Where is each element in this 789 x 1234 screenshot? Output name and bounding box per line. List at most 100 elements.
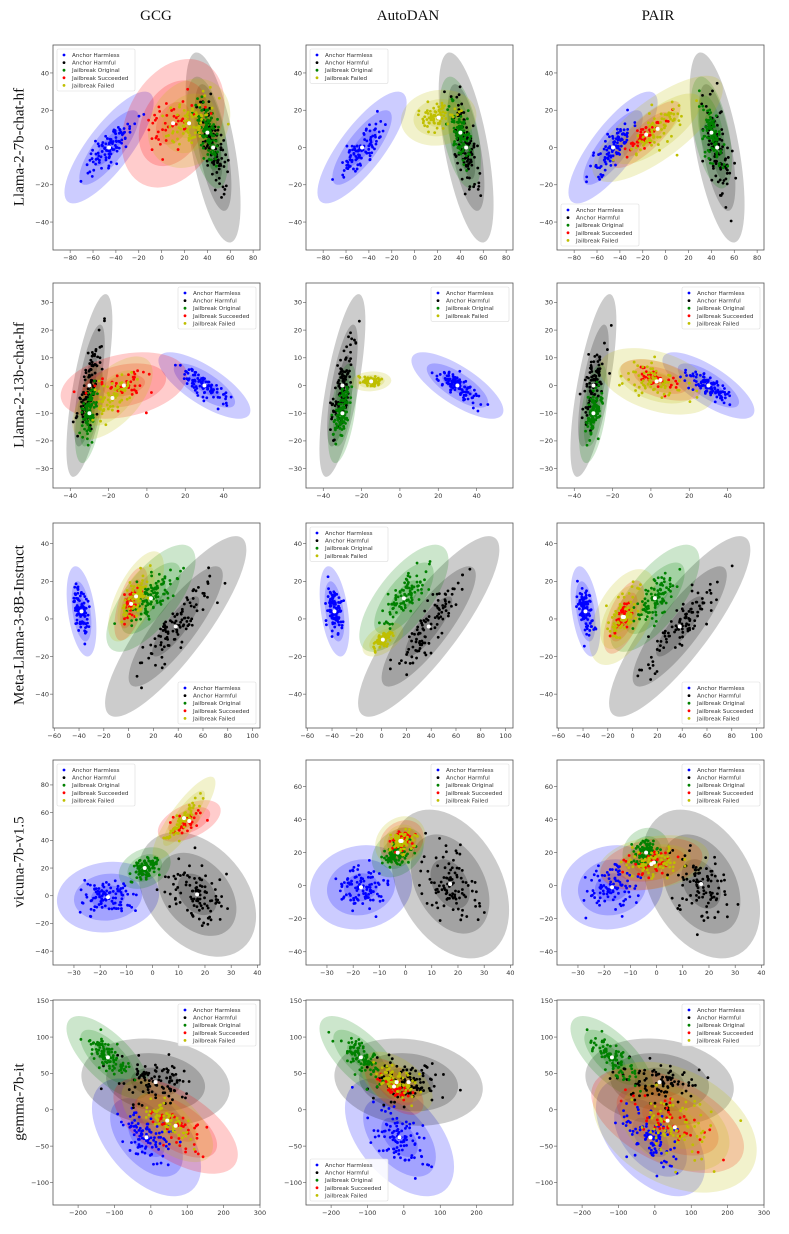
original-point <box>660 576 664 579</box>
harmless-point <box>602 147 606 151</box>
x-tick-label: 40 <box>253 969 261 977</box>
original-point <box>94 403 98 406</box>
harmful-mean-marker <box>211 145 216 150</box>
original-point <box>416 588 420 592</box>
failed-point <box>374 380 377 383</box>
harmful-point <box>194 881 198 885</box>
harmful-point <box>429 622 433 626</box>
failed-point <box>631 595 635 599</box>
harmless-point <box>371 145 374 149</box>
failed-point <box>435 126 439 130</box>
harmless-point <box>107 152 111 156</box>
original-point <box>150 589 154 593</box>
harmful-point <box>640 668 644 672</box>
harmful-point <box>426 599 429 603</box>
original-point <box>166 596 170 600</box>
harmless-point <box>104 156 108 159</box>
succeeded-point <box>629 142 633 145</box>
harmful-point <box>709 601 713 604</box>
harmful-point <box>448 893 452 897</box>
x-tick-label: 80 <box>753 254 761 262</box>
original-point <box>650 616 654 620</box>
failed-point <box>654 369 658 373</box>
original-point <box>405 578 409 582</box>
harmful-point <box>206 906 210 910</box>
failed-point <box>658 135 662 139</box>
harmless-point <box>336 620 340 624</box>
harmless-point <box>97 903 101 906</box>
harmless-point <box>462 396 465 400</box>
succeeded-point <box>644 370 648 374</box>
harmless-point <box>116 126 120 129</box>
harmful-point <box>708 588 712 592</box>
failed-point <box>97 399 101 403</box>
x-tick-label: 0 <box>398 492 402 500</box>
failed-point <box>444 117 448 120</box>
harmless-mean-marker <box>611 145 616 150</box>
failed-point <box>653 141 656 144</box>
original-point <box>336 414 340 417</box>
x-tick-label: −80 <box>567 254 581 262</box>
harmless-point <box>348 155 352 159</box>
original-point <box>204 108 208 112</box>
original-point <box>458 146 462 150</box>
original-point <box>591 389 595 393</box>
failed-point <box>358 381 362 385</box>
failed-point <box>122 604 126 607</box>
harmful-point <box>700 102 704 106</box>
original-point <box>145 588 149 592</box>
harmless-point <box>327 587 330 591</box>
harmless-point <box>340 882 343 886</box>
harmless-point <box>356 885 360 889</box>
harmful-point <box>724 205 728 209</box>
harmless-point <box>73 585 77 589</box>
harmful-point <box>220 195 223 199</box>
harmless-point <box>600 175 604 179</box>
succeeded-point <box>410 842 414 845</box>
harmful-point <box>185 880 188 884</box>
original-point <box>90 388 93 392</box>
harmful-point <box>200 864 204 868</box>
harmless-point <box>186 371 190 375</box>
original-point <box>592 420 595 424</box>
original-point <box>661 583 665 587</box>
failed-point <box>105 403 109 407</box>
harmful-point <box>659 644 662 648</box>
harmless-point <box>377 130 381 134</box>
original-point <box>638 617 641 621</box>
failed-point <box>148 564 152 567</box>
original-point <box>154 581 158 585</box>
harmful-point <box>429 651 433 655</box>
harmful-point <box>598 355 602 359</box>
original-point <box>147 617 151 621</box>
harmless-point <box>379 120 383 123</box>
original-point <box>415 580 419 584</box>
harmless-point <box>117 146 121 150</box>
harmful-point <box>681 602 685 606</box>
original-point <box>343 417 347 421</box>
harmless-point <box>722 401 726 405</box>
harmless-point <box>713 386 716 390</box>
harmful-point <box>443 598 447 602</box>
harmful-point <box>439 880 443 884</box>
harmless-point <box>463 385 467 389</box>
harmful-mean-marker <box>173 624 178 629</box>
harmful-point <box>420 642 424 646</box>
original-point <box>340 428 344 431</box>
harmful-point <box>182 602 186 606</box>
failed-point <box>385 645 389 648</box>
harmful-point <box>206 580 210 584</box>
harmful-point <box>424 620 427 624</box>
harmful-point <box>588 381 592 385</box>
harmless-point <box>367 892 370 896</box>
original-point <box>171 594 175 598</box>
harmless-point <box>604 145 608 148</box>
harmless-point <box>616 135 620 139</box>
failed-point <box>123 598 127 602</box>
failed-point <box>638 148 642 152</box>
harmless-point <box>134 909 137 913</box>
row-title-gemma: gemma-7b-it <box>11 1063 28 1141</box>
original-point <box>202 135 205 139</box>
harmful-point <box>433 626 437 630</box>
